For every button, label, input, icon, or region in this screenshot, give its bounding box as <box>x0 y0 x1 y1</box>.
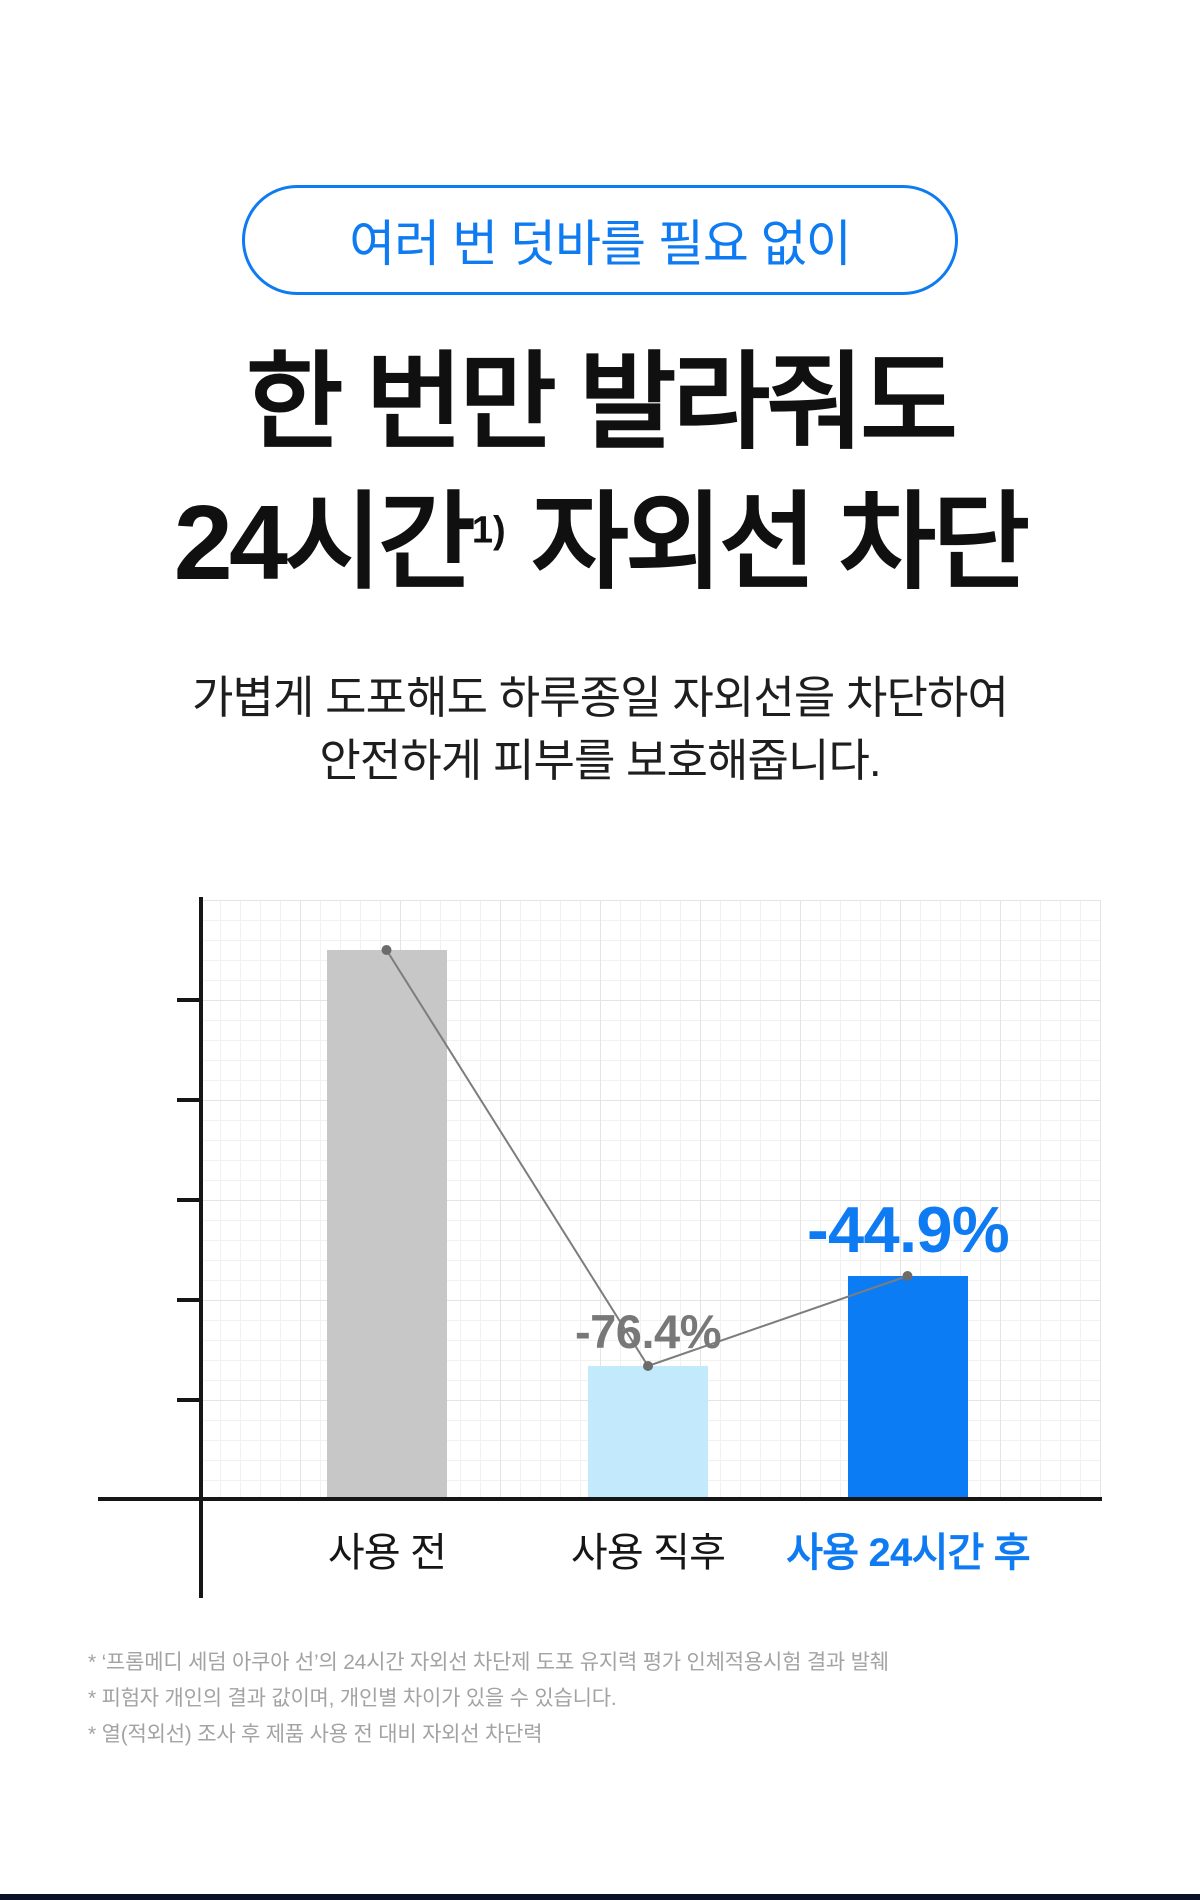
y-axis-tick <box>177 1198 199 1202</box>
footnote: * 피험자 개인의 결과 값이며, 개인별 차이가 있을 수 있습니다. <box>88 1687 617 1710</box>
y-axis-line <box>199 897 203 1598</box>
x-label-24h-after-use: 사용 24시간 후 <box>786 1531 1030 1575</box>
subheadline: 가볍게 도포해도 하루종일 자외선을 차단하여 안전하게 피부를 보호해줍니다. <box>0 666 1200 792</box>
subheadline-line1: 가볍게 도포해도 하루종일 자외선을 차단하여 <box>192 672 1009 723</box>
footnote: * ‘프롬메디 세덤 아쿠아 선’의 24시간 자외선 차단제 도포 유지력 평… <box>88 1651 889 1674</box>
headline: 한 번만 발라줘도 24시간1) 자외선 차단 <box>0 333 1200 613</box>
headline-uv-block: 자외선 차단 <box>505 484 1030 602</box>
uv-protection-chart: -76.4% -44.9% 사용 전 사용 직후 사용 24시간 후 <box>0 870 1200 1630</box>
headline-line2: 24시간1) 자외선 차단 <box>0 473 1200 613</box>
bottom-divider <box>0 1894 1200 1900</box>
headline-24h: 24시간 <box>173 484 476 602</box>
headline-line1: 한 번만 발라줘도 <box>245 344 958 462</box>
y-axis-tick <box>177 998 199 1002</box>
subheadline-line2: 안전하게 피부를 보호해줍니다. <box>319 735 881 786</box>
bar-right-after-use <box>588 1366 708 1500</box>
value-label-right-after: -76.4% <box>574 1305 722 1358</box>
footnotes: * ‘프롬메디 세덤 아쿠아 선’의 24시간 자외선 차단제 도포 유지력 평… <box>88 1645 1148 1753</box>
x-label-before-use: 사용 전 <box>327 1531 447 1575</box>
x-axis-line <box>98 1497 1102 1501</box>
footnote-marker: 1) <box>471 509 506 552</box>
bar-24h-after-use <box>847 1276 968 1500</box>
y-axis-tick <box>177 1398 199 1402</box>
footnote: * 열(적외선) 조사 후 제품 사용 전 대비 자외선 차단력 <box>88 1723 543 1746</box>
y-axis-tick <box>177 1098 199 1102</box>
y-axis-tick <box>177 1298 199 1302</box>
x-label-right-after-use: 사용 직후 <box>570 1531 726 1575</box>
promo-badge: 여러 번 덧바를 필요 없이 <box>242 185 958 295</box>
bar-before-use <box>326 950 447 1500</box>
value-label-24h-after: -44.9% <box>806 1193 1010 1266</box>
